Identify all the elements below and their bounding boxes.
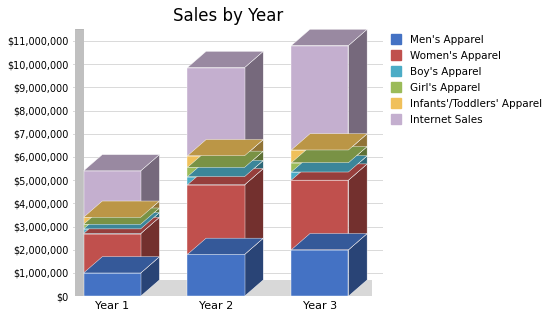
Polygon shape [349,147,367,172]
Polygon shape [349,134,367,163]
Polygon shape [292,180,349,250]
Polygon shape [75,13,102,29]
Polygon shape [188,185,245,254]
Polygon shape [292,233,367,250]
Polygon shape [141,217,160,273]
Polygon shape [84,208,160,224]
Polygon shape [84,217,160,233]
Legend: Men's Apparel, Women's Apparel, Boy's Apparel, Girl's Apparel, Infants'/Toddlers: Men's Apparel, Women's Apparel, Boy's Ap… [391,34,542,125]
Polygon shape [292,163,349,172]
Polygon shape [84,233,141,273]
Polygon shape [188,238,263,254]
Polygon shape [349,164,367,250]
Polygon shape [245,169,263,254]
Polygon shape [141,257,160,296]
Polygon shape [188,169,263,185]
Polygon shape [292,172,349,180]
Polygon shape [84,171,141,217]
Polygon shape [245,238,263,296]
Polygon shape [188,151,263,167]
Polygon shape [245,51,263,156]
Polygon shape [292,150,349,163]
Polygon shape [141,208,160,229]
Polygon shape [84,280,372,296]
Polygon shape [75,280,102,296]
Polygon shape [141,213,160,233]
Polygon shape [84,229,141,233]
Polygon shape [188,167,245,177]
Polygon shape [84,217,141,224]
Polygon shape [245,160,263,185]
Polygon shape [188,160,263,177]
Polygon shape [292,134,367,150]
Polygon shape [188,254,245,296]
Polygon shape [188,140,263,156]
Polygon shape [141,155,160,217]
Polygon shape [84,155,160,171]
Polygon shape [141,201,160,224]
Polygon shape [188,67,245,156]
Polygon shape [292,147,367,163]
Polygon shape [292,164,367,180]
Title: Sales by Year: Sales by Year [173,7,283,25]
Polygon shape [84,224,141,229]
Polygon shape [84,273,141,296]
Polygon shape [245,151,263,177]
Polygon shape [188,156,245,167]
Polygon shape [245,140,263,167]
Polygon shape [292,45,349,150]
Polygon shape [292,156,367,172]
Polygon shape [292,250,349,296]
Polygon shape [188,51,263,67]
Polygon shape [84,213,160,229]
Polygon shape [75,29,84,296]
Polygon shape [349,156,367,180]
Polygon shape [349,233,367,296]
Polygon shape [188,177,245,185]
Polygon shape [349,29,367,150]
Polygon shape [84,257,160,273]
Polygon shape [84,201,160,217]
Polygon shape [292,29,367,45]
